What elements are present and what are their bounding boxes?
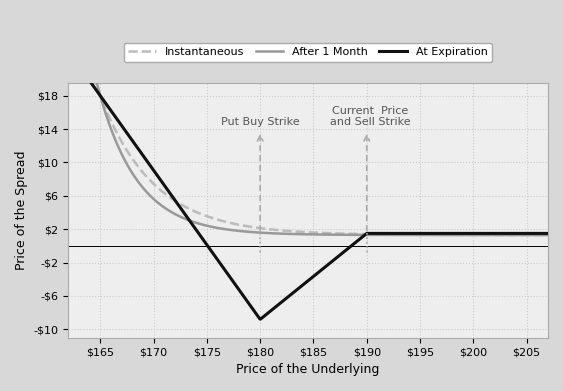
- At Expiration: [357, 237, 364, 241]
- After 1 Month: [343, 233, 350, 237]
- Instantaneous: [95, 86, 101, 91]
- After 1 Month: [356, 233, 363, 237]
- Instantaneous: [356, 231, 363, 236]
- After 1 Month: [544, 233, 551, 237]
- X-axis label: Price of the Underlying: Price of the Underlying: [236, 363, 380, 376]
- At Expiration: [430, 231, 436, 236]
- Line: Instantaneous: Instantaneous: [68, 0, 548, 235]
- At Expiration: [544, 231, 551, 236]
- Text: Put Buy Strike: Put Buy Strike: [221, 117, 300, 127]
- Line: At Expiration: At Expiration: [68, 51, 548, 319]
- At Expiration: [257, 317, 264, 321]
- Instantaneous: [544, 233, 551, 237]
- Text: Current  Price
and Sell Strike: Current Price and Sell Strike: [330, 106, 410, 127]
- At Expiration: [344, 247, 351, 251]
- After 1 Month: [478, 233, 485, 237]
- At Expiration: [371, 231, 378, 236]
- At Expiration: [95, 90, 101, 95]
- Legend: Instantaneous, After 1 Month, At Expiration: Instantaneous, After 1 Month, At Expirat…: [124, 43, 492, 62]
- After 1 Month: [370, 233, 377, 237]
- Instantaneous: [343, 231, 350, 236]
- Y-axis label: Price of the Spread: Price of the Spread: [15, 151, 28, 270]
- After 1 Month: [95, 84, 101, 89]
- At Expiration: [65, 48, 72, 53]
- At Expiration: [479, 231, 485, 236]
- Instantaneous: [478, 233, 485, 237]
- Line: After 1 Month: After 1 Month: [68, 0, 548, 235]
- Instantaneous: [370, 232, 377, 237]
- Instantaneous: [429, 233, 436, 237]
- After 1 Month: [429, 233, 436, 237]
